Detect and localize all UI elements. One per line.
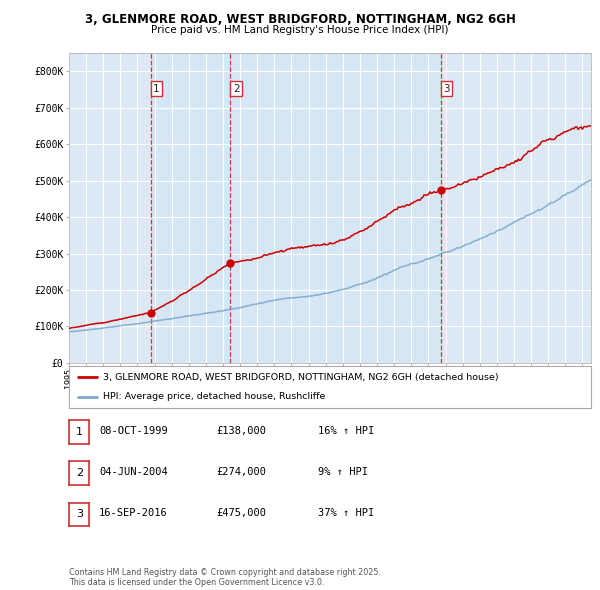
Text: 3: 3 xyxy=(443,84,450,94)
Text: £475,000: £475,000 xyxy=(216,509,266,518)
Text: 1: 1 xyxy=(153,84,160,94)
Text: £138,000: £138,000 xyxy=(216,426,266,435)
Text: 16-SEP-2016: 16-SEP-2016 xyxy=(99,509,168,518)
Text: HPI: Average price, detached house, Rushcliffe: HPI: Average price, detached house, Rush… xyxy=(103,392,325,401)
Text: 37% ↑ HPI: 37% ↑ HPI xyxy=(318,509,374,518)
Text: £274,000: £274,000 xyxy=(216,467,266,477)
Text: 1: 1 xyxy=(76,427,83,437)
Text: 3: 3 xyxy=(76,510,83,519)
Text: 2: 2 xyxy=(233,84,239,94)
Text: 9% ↑ HPI: 9% ↑ HPI xyxy=(318,467,368,477)
Text: 04-JUN-2004: 04-JUN-2004 xyxy=(99,467,168,477)
Text: 16% ↑ HPI: 16% ↑ HPI xyxy=(318,426,374,435)
Text: 08-OCT-1999: 08-OCT-1999 xyxy=(99,426,168,435)
Text: Price paid vs. HM Land Registry's House Price Index (HPI): Price paid vs. HM Land Registry's House … xyxy=(151,25,449,35)
Bar xyxy=(151,53,440,363)
Text: 3, GLENMORE ROAD, WEST BRIDGFORD, NOTTINGHAM, NG2 6GH (detached house): 3, GLENMORE ROAD, WEST BRIDGFORD, NOTTIN… xyxy=(103,373,499,382)
Text: 2: 2 xyxy=(76,468,83,478)
Text: Contains HM Land Registry data © Crown copyright and database right 2025.
This d: Contains HM Land Registry data © Crown c… xyxy=(69,568,381,587)
Text: 3, GLENMORE ROAD, WEST BRIDGFORD, NOTTINGHAM, NG2 6GH: 3, GLENMORE ROAD, WEST BRIDGFORD, NOTTIN… xyxy=(85,13,515,26)
